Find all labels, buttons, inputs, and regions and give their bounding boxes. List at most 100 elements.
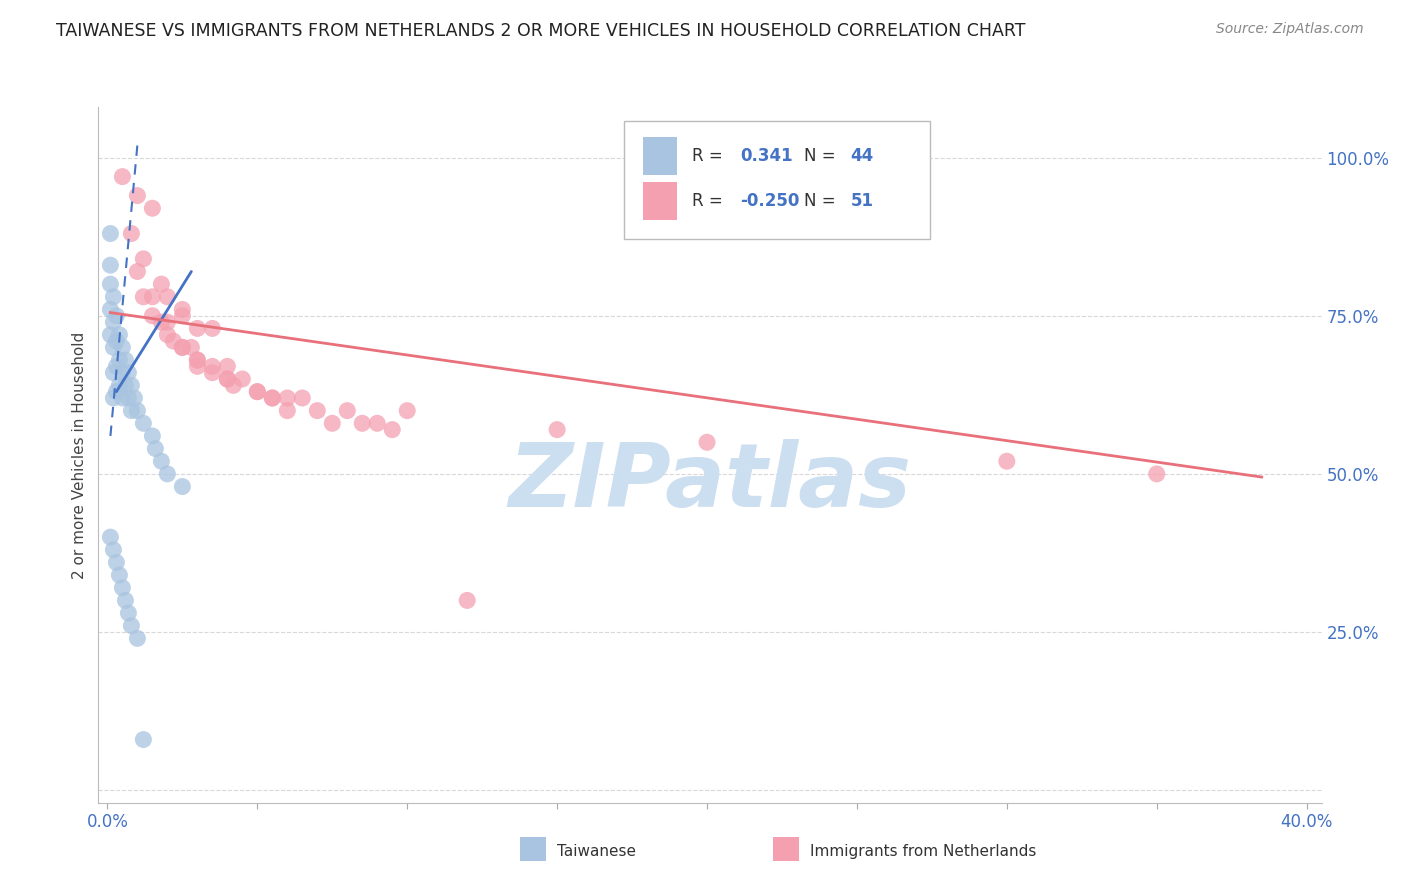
- Point: [291, 391, 314, 405]
- Point: [124, 391, 146, 405]
- Point: [156, 290, 179, 304]
- Point: [201, 366, 224, 380]
- Text: -0.250: -0.250: [741, 192, 800, 210]
- Point: [696, 435, 718, 450]
- Point: [100, 302, 122, 317]
- Point: [120, 618, 142, 632]
- Point: [186, 359, 208, 374]
- Point: [276, 391, 298, 405]
- Text: Taiwanese: Taiwanese: [557, 845, 636, 859]
- Point: [366, 417, 388, 431]
- Point: [132, 252, 155, 266]
- Point: [222, 378, 245, 392]
- Point: [132, 417, 155, 431]
- Point: [172, 340, 194, 354]
- Point: [156, 315, 179, 329]
- Point: [105, 309, 128, 323]
- Point: [231, 372, 253, 386]
- Point: [114, 593, 136, 607]
- Text: R =: R =: [692, 192, 728, 210]
- Point: [352, 417, 374, 431]
- Point: [172, 302, 194, 317]
- Point: [172, 309, 194, 323]
- Point: [114, 378, 136, 392]
- Point: [381, 423, 404, 437]
- Point: [217, 372, 239, 386]
- Y-axis label: 2 or more Vehicles in Household: 2 or more Vehicles in Household: [72, 331, 87, 579]
- Text: 0.341: 0.341: [741, 147, 793, 165]
- Point: [336, 403, 359, 417]
- Point: [117, 391, 139, 405]
- Point: [120, 403, 142, 417]
- Point: [103, 290, 125, 304]
- Text: ZIPatlas: ZIPatlas: [509, 439, 911, 526]
- Point: [108, 378, 131, 392]
- Text: 44: 44: [851, 147, 875, 165]
- Point: [186, 353, 208, 368]
- Point: [1146, 467, 1168, 481]
- Point: [186, 353, 208, 368]
- Point: [120, 227, 142, 241]
- Point: [105, 334, 128, 348]
- Point: [132, 732, 155, 747]
- Point: [103, 315, 125, 329]
- Point: [141, 290, 163, 304]
- Point: [105, 556, 128, 570]
- Point: [546, 423, 568, 437]
- Point: [120, 378, 142, 392]
- Point: [217, 372, 239, 386]
- Point: [100, 277, 122, 292]
- Point: [145, 442, 167, 456]
- Point: [172, 340, 194, 354]
- Point: [105, 359, 128, 374]
- Point: [150, 315, 173, 329]
- Point: [111, 366, 134, 380]
- Point: [117, 606, 139, 620]
- Text: N =: N =: [804, 192, 841, 210]
- Point: [141, 309, 163, 323]
- Point: [114, 353, 136, 368]
- Point: [995, 454, 1018, 468]
- Point: [262, 391, 284, 405]
- Point: [186, 321, 208, 335]
- Point: [246, 384, 269, 399]
- Point: [127, 632, 149, 646]
- Point: [217, 359, 239, 374]
- Point: [111, 169, 134, 184]
- Point: [127, 264, 149, 278]
- Text: N =: N =: [804, 147, 841, 165]
- Point: [100, 327, 122, 342]
- Point: [103, 366, 125, 380]
- Point: [127, 403, 149, 417]
- Point: [117, 366, 139, 380]
- Point: [103, 542, 125, 557]
- Point: [132, 290, 155, 304]
- Bar: [643, 182, 678, 220]
- Point: [456, 593, 478, 607]
- Text: 51: 51: [851, 192, 873, 210]
- Text: Immigrants from Netherlands: Immigrants from Netherlands: [810, 845, 1036, 859]
- Point: [180, 340, 202, 354]
- Text: Source: ZipAtlas.com: Source: ZipAtlas.com: [1216, 22, 1364, 37]
- Point: [108, 327, 131, 342]
- Point: [321, 417, 343, 431]
- Point: [103, 340, 125, 354]
- Point: [150, 277, 173, 292]
- FancyBboxPatch shape: [624, 121, 931, 239]
- Point: [100, 227, 122, 241]
- Point: [262, 391, 284, 405]
- Point: [156, 467, 179, 481]
- Point: [307, 403, 329, 417]
- Point: [105, 384, 128, 399]
- Point: [141, 429, 163, 443]
- Point: [111, 340, 134, 354]
- Point: [172, 479, 194, 493]
- Text: TAIWANESE VS IMMIGRANTS FROM NETHERLANDS 2 OR MORE VEHICLES IN HOUSEHOLD CORRELA: TAIWANESE VS IMMIGRANTS FROM NETHERLANDS…: [56, 22, 1026, 40]
- Point: [162, 334, 184, 348]
- Point: [108, 568, 131, 582]
- Bar: [643, 136, 678, 175]
- Text: R =: R =: [692, 147, 728, 165]
- Point: [276, 403, 298, 417]
- Point: [111, 391, 134, 405]
- Point: [100, 530, 122, 544]
